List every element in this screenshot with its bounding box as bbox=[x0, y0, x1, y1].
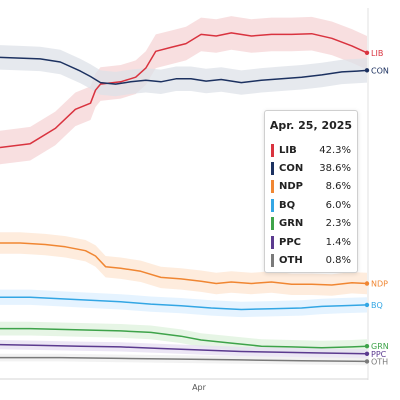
tooltip-row-ppc: PPC 1.4% bbox=[265, 233, 357, 251]
series-line-ppc[interactable] bbox=[0, 343, 368, 355]
series-label-oth: OTH bbox=[371, 357, 388, 366]
series-end-marker-ndp bbox=[364, 281, 370, 286]
tooltip-date: Apr. 25, 2025 bbox=[269, 119, 353, 132]
series-line-oth[interactable] bbox=[0, 356, 368, 363]
tooltip-swatch bbox=[271, 162, 274, 176]
tooltip-party-name: GRN bbox=[279, 218, 304, 230]
tooltip-row-bq: BQ 6.0% bbox=[265, 196, 357, 214]
confidence-band-con bbox=[0, 45, 367, 97]
series-label-grn: GRN bbox=[371, 342, 389, 351]
tooltip-party-name: PPC bbox=[279, 236, 301, 248]
tooltip-swatch bbox=[271, 217, 274, 231]
confidence-band-bq bbox=[0, 289, 367, 318]
tooltip-party-value: 6.0% bbox=[325, 199, 351, 211]
tooltip-party-value: 42.3% bbox=[319, 144, 351, 156]
tooltip-swatch bbox=[271, 143, 274, 157]
tooltip-row-lib: LIB 42.3% bbox=[265, 141, 357, 159]
series-line-con[interactable] bbox=[0, 56, 368, 85]
tooltip-row-oth: OTH 0.8% bbox=[265, 251, 357, 269]
tooltip-party-value: 0.8% bbox=[325, 255, 351, 267]
confidence-band-ndp bbox=[0, 232, 367, 296]
tooltip-swatch bbox=[271, 254, 274, 268]
tooltip-swatch bbox=[271, 235, 274, 249]
series-label-bq: BQ bbox=[371, 301, 383, 310]
tooltip-party-name: CON bbox=[279, 163, 304, 175]
series-line-ndp[interactable] bbox=[0, 242, 368, 286]
series-label-lib: LIB bbox=[371, 49, 383, 58]
tooltip-party-value: 2.3% bbox=[325, 218, 351, 230]
tooltip-party-name: BQ bbox=[279, 199, 296, 211]
tooltip-party-value: 1.4% bbox=[325, 236, 351, 248]
series-line-bq[interactable] bbox=[0, 296, 368, 311]
series-label-ppc: PPC bbox=[371, 350, 387, 359]
tooltip-row-ndp: NDP 8.6% bbox=[265, 178, 357, 196]
tooltip-row-con: CON 38.6% bbox=[265, 159, 357, 177]
series-label-ndp: NDP bbox=[371, 280, 388, 289]
series-end-marker-lib bbox=[364, 50, 370, 55]
tooltip-row-grn: GRN 2.3% bbox=[265, 215, 357, 233]
tooltip-swatch bbox=[271, 198, 274, 212]
hover-tooltip: Apr. 25, 2025 LIB 42.3% CON 38.6% NDP 8.6% BQ 6… bbox=[264, 110, 358, 273]
tooltip-party-name: LIB bbox=[279, 144, 297, 156]
series-end-marker-con bbox=[364, 68, 370, 73]
series-end-marker-ppc bbox=[364, 351, 370, 356]
tooltip-party-value: 38.6% bbox=[319, 163, 351, 175]
tooltip-party-value: 8.6% bbox=[325, 181, 351, 193]
series-line-lib[interactable] bbox=[0, 32, 368, 149]
series-end-marker-bq bbox=[364, 302, 370, 308]
series-line-grn[interactable] bbox=[0, 327, 368, 349]
tooltip-party-name: OTH bbox=[279, 255, 303, 267]
tooltip-swatch bbox=[271, 180, 274, 194]
tooltip-party-name: NDP bbox=[279, 181, 303, 193]
series-end-marker-oth bbox=[364, 359, 370, 364]
series-end-marker-grn bbox=[364, 343, 370, 349]
x-tick-label: Apr bbox=[192, 383, 207, 392]
series-label-con: CON bbox=[371, 66, 389, 75]
confidence-band-lib bbox=[0, 16, 367, 165]
